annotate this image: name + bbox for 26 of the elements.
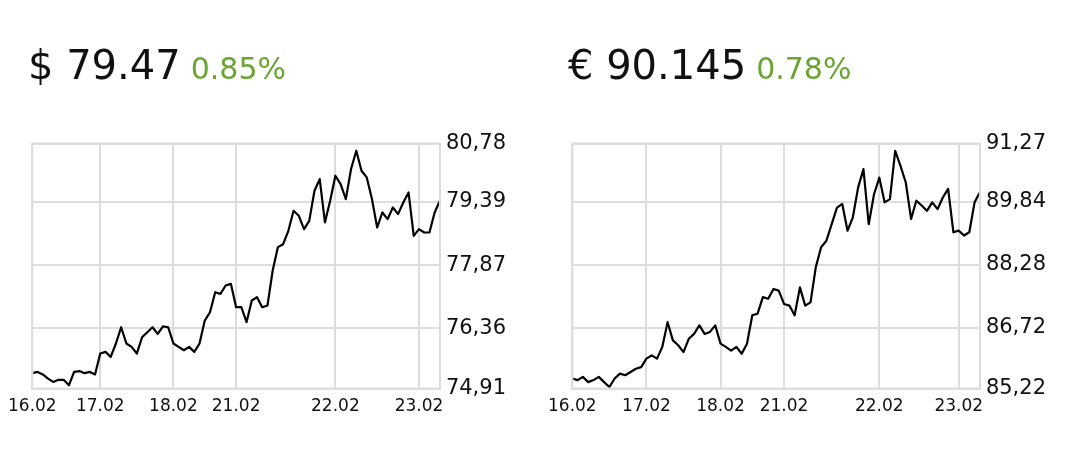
chart-subtitle: 0.78% bbox=[756, 51, 852, 86]
x-tick-label: 17.02 bbox=[622, 395, 671, 416]
y-tick-label: 88,28 bbox=[985, 251, 1047, 276]
y-tick-label: 86,72 bbox=[985, 314, 1047, 339]
y-tick-label: 91,27 bbox=[985, 130, 1047, 155]
y-tick-label: 89,84 bbox=[985, 187, 1047, 212]
y-tick-label: 76,36 bbox=[445, 314, 507, 339]
x-tick-label: 21.02 bbox=[759, 395, 809, 416]
chart-title: $ 79.47 bbox=[28, 42, 181, 88]
x-tick-label: 16.02 bbox=[548, 395, 597, 416]
x-tick-label: 22.02 bbox=[311, 395, 360, 416]
y-tick-label: 79,39 bbox=[445, 188, 507, 213]
chart-title: € 90.145 bbox=[568, 42, 747, 88]
y-tick-label: 77,87 bbox=[445, 251, 507, 276]
chart-subtitle: 0.85% bbox=[190, 51, 286, 86]
x-tick-label: 17.02 bbox=[75, 395, 125, 416]
y-tick-label: 85,22 bbox=[985, 375, 1047, 400]
x-tick-label: 18.02 bbox=[696, 395, 745, 416]
x-tick-label: 23.02 bbox=[934, 395, 984, 416]
x-tick-label: 18.02 bbox=[149, 395, 198, 416]
x-tick-label: 22.02 bbox=[854, 395, 904, 416]
y-tick-label: 74,91 bbox=[445, 375, 507, 400]
x-tick-label: 23.02 bbox=[394, 395, 444, 416]
x-tick-label: 21.02 bbox=[211, 395, 261, 416]
x-tick-label: 16.02 bbox=[8, 395, 57, 416]
y-tick-label: 80,78 bbox=[445, 130, 507, 155]
